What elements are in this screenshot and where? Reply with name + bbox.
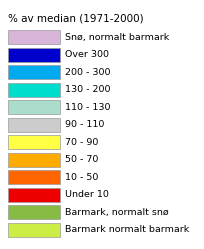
Text: 200 - 300: 200 - 300 xyxy=(65,67,111,76)
Text: Over 300: Over 300 xyxy=(65,50,109,59)
Bar xyxy=(8,30,60,44)
Text: 130 - 200: 130 - 200 xyxy=(65,85,111,94)
Text: % av median (1971-2000): % av median (1971-2000) xyxy=(8,13,144,23)
Bar xyxy=(8,118,60,131)
Bar xyxy=(8,100,60,114)
Text: Barmark normalt barmark: Barmark normalt barmark xyxy=(65,225,189,234)
Text: 110 - 130: 110 - 130 xyxy=(65,103,111,112)
Bar xyxy=(8,65,60,79)
Bar xyxy=(8,135,60,149)
Bar xyxy=(8,205,60,219)
Bar xyxy=(8,223,60,237)
Bar xyxy=(8,170,60,184)
Bar xyxy=(8,187,60,201)
Bar xyxy=(8,82,60,97)
Text: 90 - 110: 90 - 110 xyxy=(65,120,104,129)
Text: Under 10: Under 10 xyxy=(65,190,109,199)
Text: 50 - 70: 50 - 70 xyxy=(65,155,98,164)
Text: 70 - 90: 70 - 90 xyxy=(65,137,98,146)
Text: Snø, normalt barmark: Snø, normalt barmark xyxy=(65,33,169,42)
Text: Barmark, normalt snø: Barmark, normalt snø xyxy=(65,207,169,216)
Bar xyxy=(8,152,60,167)
Bar xyxy=(8,48,60,62)
Text: 10 - 50: 10 - 50 xyxy=(65,173,98,182)
